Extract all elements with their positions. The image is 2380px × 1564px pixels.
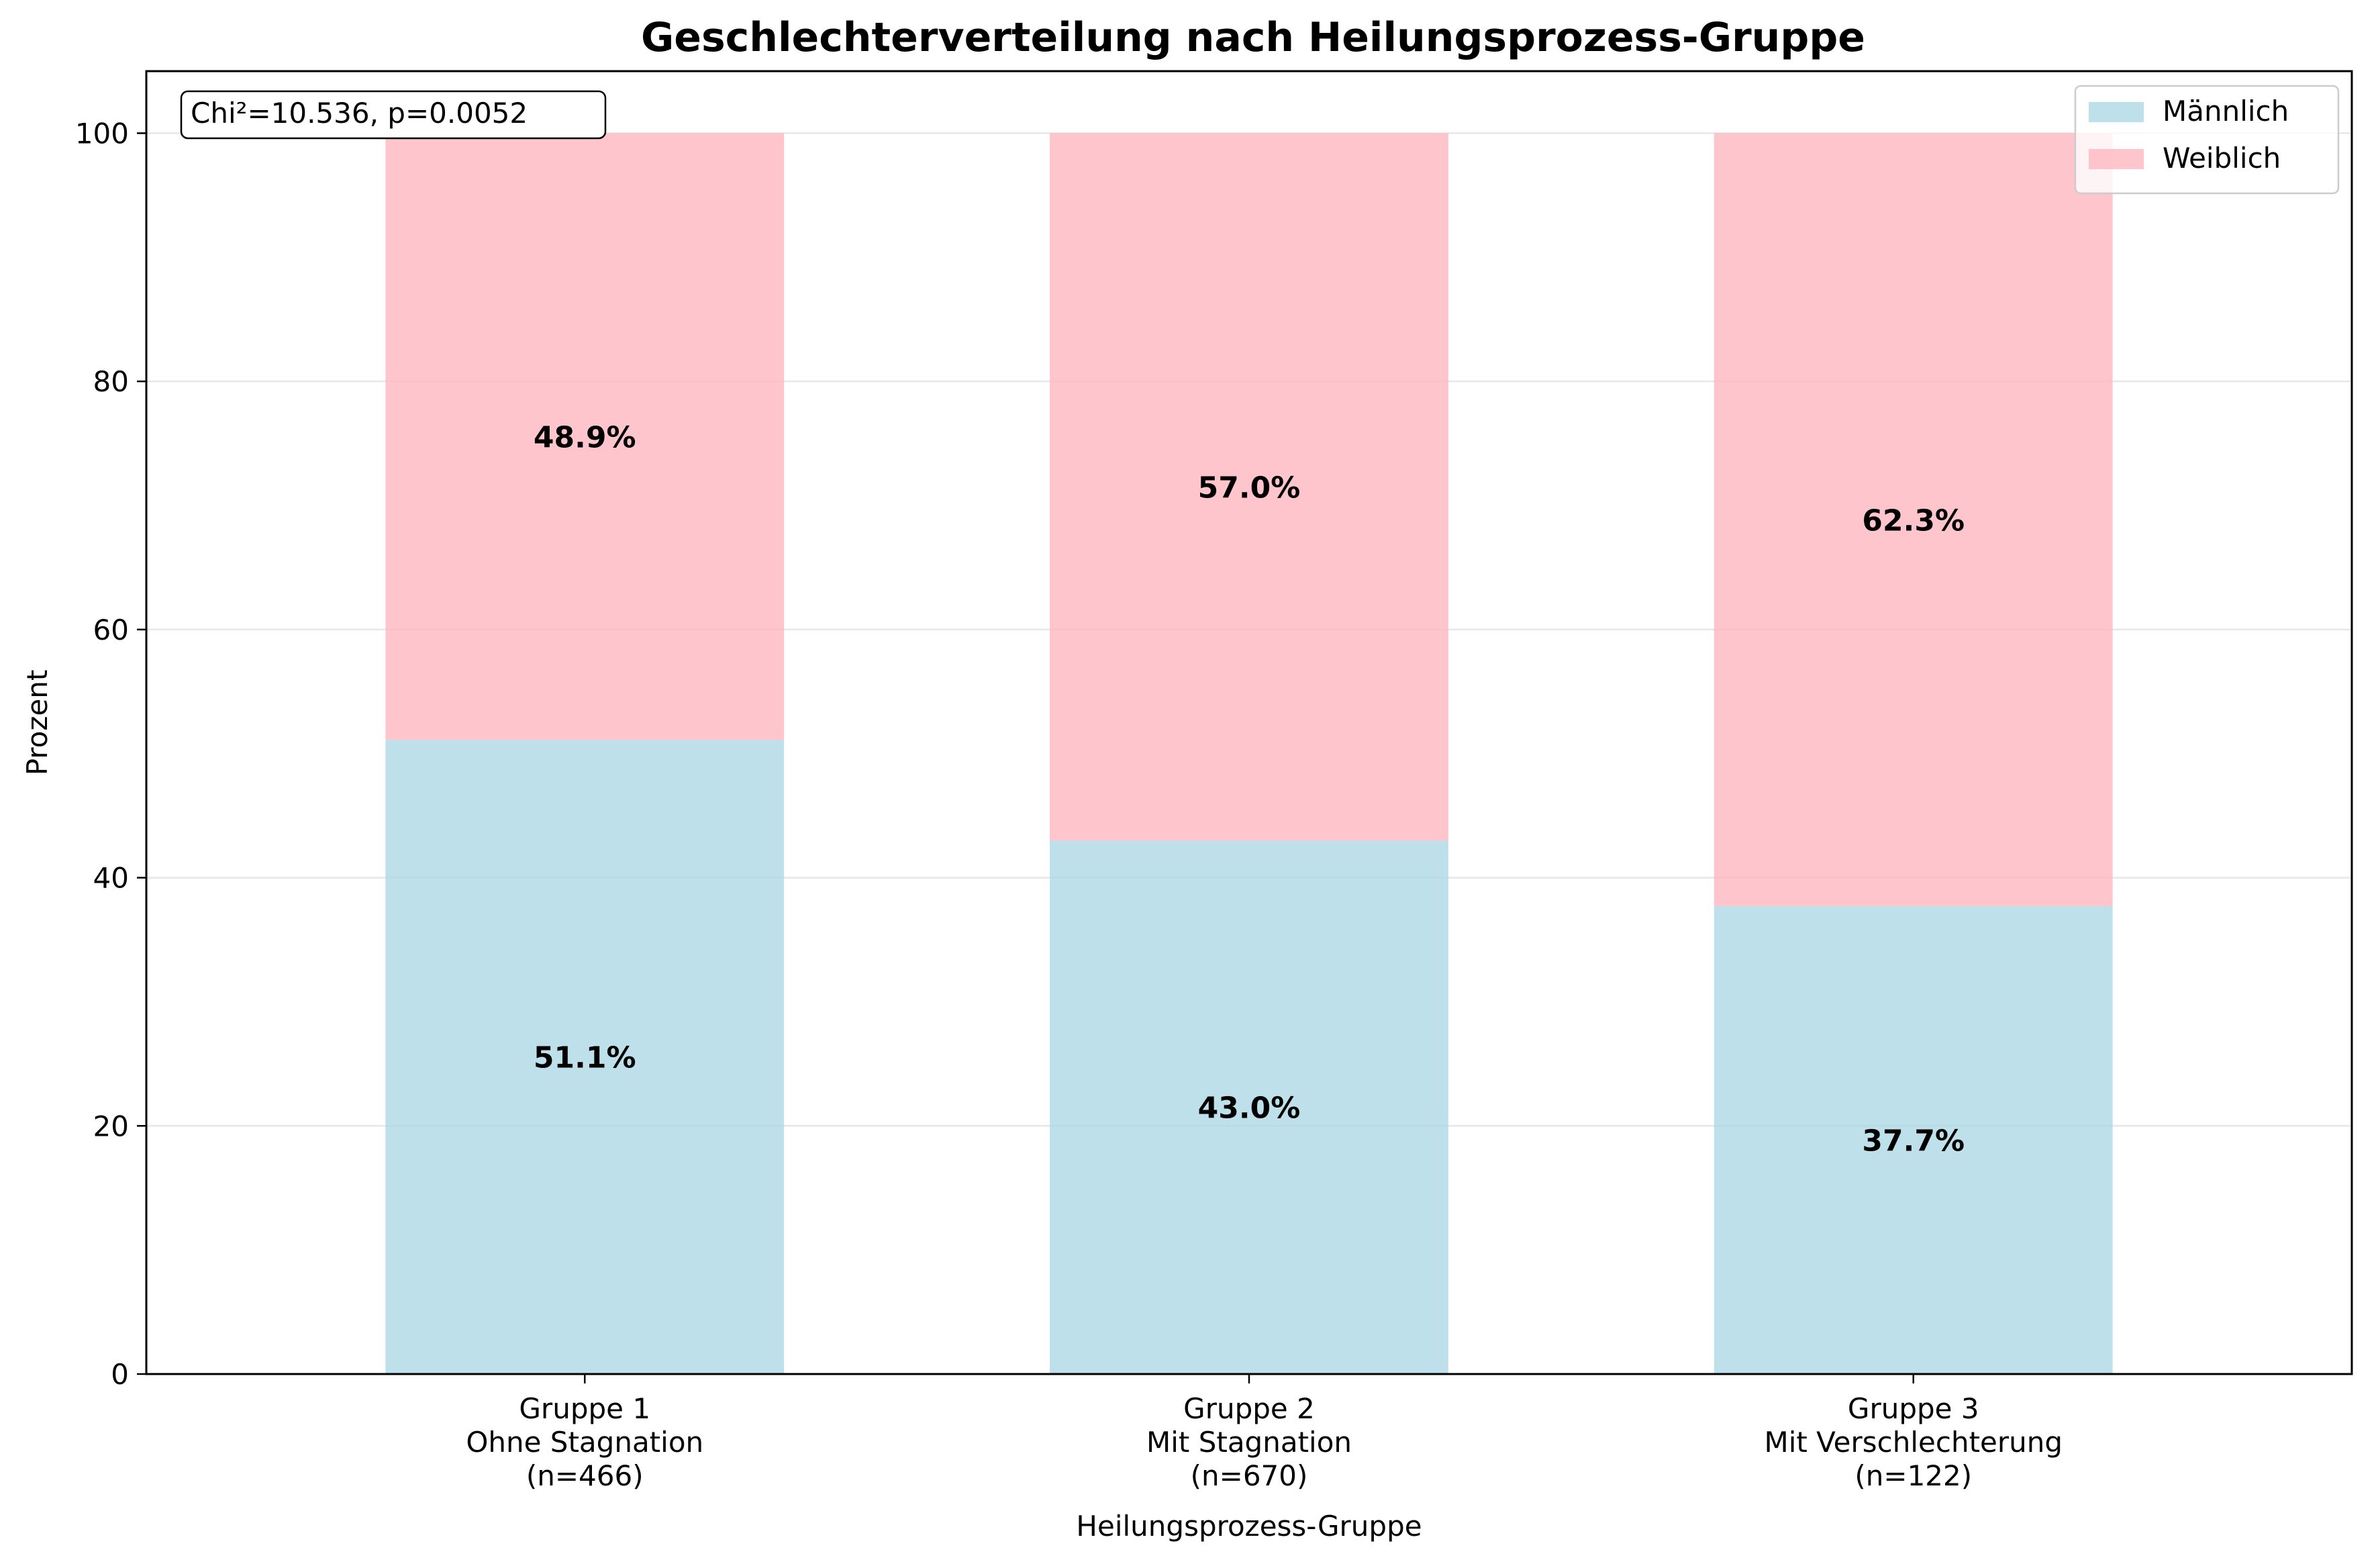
- x-tick-label: (n=466): [526, 1459, 644, 1492]
- bar-segment: [385, 740, 785, 1374]
- x-tick-label: Ohne Stagnation: [466, 1426, 703, 1459]
- chart-title: Geschlechterverteilung nach Heilungsproz…: [641, 14, 1865, 61]
- x-tick-label: Mit Stagnation: [1146, 1426, 1352, 1459]
- x-tick-label: Gruppe 2: [1183, 1392, 1315, 1425]
- bar-value-label: 62.3%: [1862, 503, 1965, 538]
- y-axis-label: Prozent: [21, 670, 54, 776]
- bar-value-label: 37.7%: [1862, 1124, 1965, 1159]
- x-tick-label: Gruppe 3: [1848, 1392, 1979, 1425]
- y-tick-label: 0: [111, 1358, 129, 1391]
- x-tick-label: (n=670): [1191, 1459, 1308, 1492]
- x-tick-label: Mit Verschlechterung: [1764, 1426, 2063, 1459]
- x-tick-label: (n=122): [1854, 1459, 1972, 1492]
- bar-segment: [1050, 133, 1448, 841]
- bar-segment: [1050, 840, 1448, 1374]
- legend-swatch: [2089, 102, 2144, 122]
- bar-value-label: 43.0%: [1198, 1091, 1301, 1126]
- legend-label: Männlich: [2163, 95, 2289, 128]
- y-tick-label: 100: [75, 117, 129, 150]
- legend-swatch: [2089, 149, 2144, 169]
- legend-label: Weiblich: [2163, 142, 2281, 175]
- bar-value-label: 51.1%: [534, 1041, 636, 1075]
- bar-segment: [1714, 906, 2113, 1374]
- y-tick-label: 40: [93, 862, 129, 895]
- x-tick-label: Gruppe 1: [519, 1392, 650, 1425]
- annotation-text: Chi²=10.536, p=0.0052: [191, 97, 528, 130]
- y-tick-label: 20: [93, 1110, 129, 1142]
- y-tick-label: 80: [93, 365, 129, 398]
- bars: [385, 133, 2113, 1374]
- bar-segment: [385, 133, 785, 740]
- legend: Männlich Weiblich: [2074, 85, 2340, 195]
- chi-square-annotation: Chi²=10.536, p=0.0052: [180, 90, 607, 140]
- bar-value-label: 48.9%: [534, 420, 636, 454]
- bar-labels: 51.1% 48.9% 43.0% 57.0% 37.7% 62.3%: [534, 420, 1965, 1158]
- x-axis-label: Heilungsprozess-Gruppe: [1076, 1510, 1422, 1543]
- bar-value-label: 57.0%: [1198, 471, 1301, 505]
- annotation-box: [180, 90, 607, 140]
- y-tick-label: 60: [93, 614, 129, 646]
- bar-segment: [1714, 133, 2113, 907]
